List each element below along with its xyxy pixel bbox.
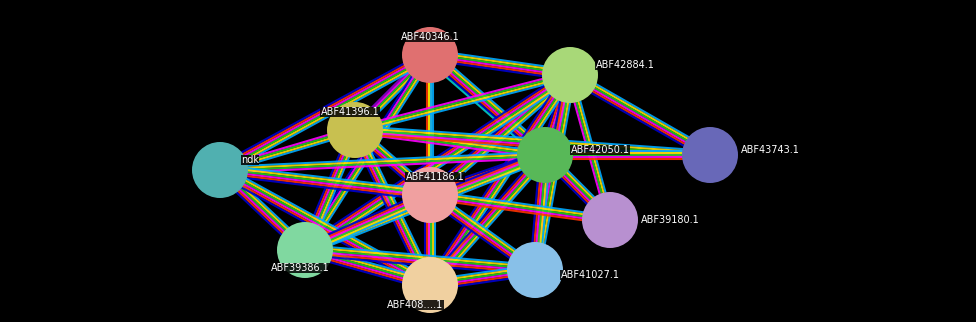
Text: ABF43743.1: ABF43743.1 — [741, 145, 799, 155]
Text: ndk: ndk — [241, 155, 259, 165]
Text: ABF40346.1: ABF40346.1 — [400, 32, 460, 42]
Text: ABF41027.1: ABF41027.1 — [560, 270, 620, 280]
Text: ABF42050.1: ABF42050.1 — [571, 145, 630, 155]
Circle shape — [277, 222, 333, 278]
Text: ABF39386.1: ABF39386.1 — [270, 263, 329, 273]
Circle shape — [542, 47, 598, 103]
Circle shape — [192, 142, 248, 198]
Circle shape — [402, 27, 458, 83]
Circle shape — [402, 167, 458, 223]
Circle shape — [582, 192, 638, 248]
Circle shape — [327, 102, 383, 158]
Text: ABF41396.1: ABF41396.1 — [321, 107, 380, 117]
Text: ABF41186.1: ABF41186.1 — [406, 172, 465, 182]
Text: ABF408….1: ABF408….1 — [386, 300, 443, 310]
Circle shape — [507, 242, 563, 298]
Circle shape — [402, 257, 458, 313]
Circle shape — [682, 127, 738, 183]
Text: ABF42884.1: ABF42884.1 — [595, 60, 655, 70]
Text: ABF39180.1: ABF39180.1 — [640, 215, 700, 225]
Circle shape — [517, 127, 573, 183]
